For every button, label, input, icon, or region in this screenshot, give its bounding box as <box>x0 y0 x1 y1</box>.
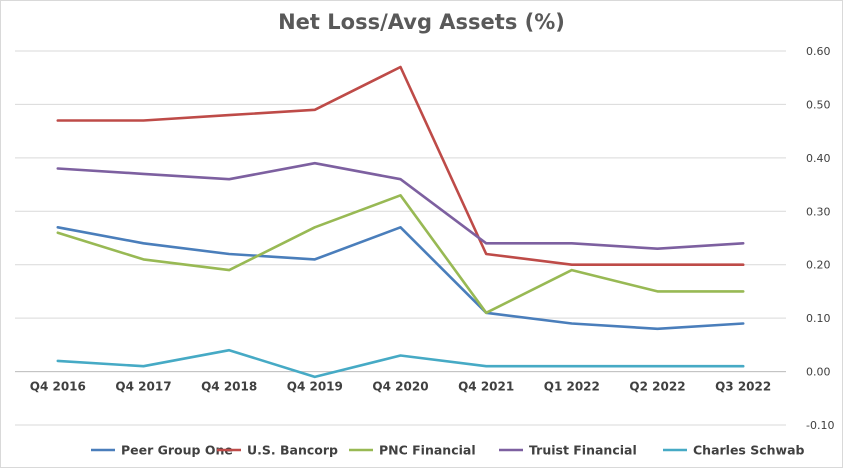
series-line <box>56 194 745 315</box>
legend-label: Truist Financial <box>529 443 637 458</box>
y-tick-label: 0.50 <box>806 98 831 111</box>
x-tick-label: Q1 2022 <box>544 380 600 394</box>
series-line <box>56 65 745 267</box>
legend-label: U.S. Bancorp <box>247 443 338 458</box>
x-tick-label: Q2 2022 <box>629 380 685 394</box>
y-tick-label: 0.00 <box>806 366 831 379</box>
y-tick-label: 0.20 <box>806 259 831 272</box>
x-tick-label: Q4 2021 <box>458 380 514 394</box>
series-line <box>56 161 745 250</box>
chart-title: Net Loss/Avg Assets (%) <box>278 10 565 34</box>
x-tick-label: Q4 2016 <box>30 380 86 394</box>
legend-label: PNC Financial <box>379 443 476 458</box>
y-tick-label: 0.60 <box>806 45 831 58</box>
y-tick-label: 0.10 <box>806 312 831 325</box>
legend-label: Peer Group One <box>121 443 233 458</box>
x-tick-label: Q4 2019 <box>287 380 343 394</box>
x-tick-label: Q3 2022 <box>715 380 771 394</box>
series-line <box>56 348 745 379</box>
x-tick-label: Q4 2018 <box>201 380 257 394</box>
x-tick-label: Q4 2017 <box>115 380 171 394</box>
series-line <box>56 226 745 331</box>
y-tick-label: 0.40 <box>806 152 831 165</box>
x-tick-label: Q4 2020 <box>372 380 428 394</box>
y-tick-label: -0.10 <box>806 419 834 432</box>
legend-label: Charles Schwab <box>693 443 805 458</box>
y-tick-label: 0.30 <box>806 205 831 218</box>
